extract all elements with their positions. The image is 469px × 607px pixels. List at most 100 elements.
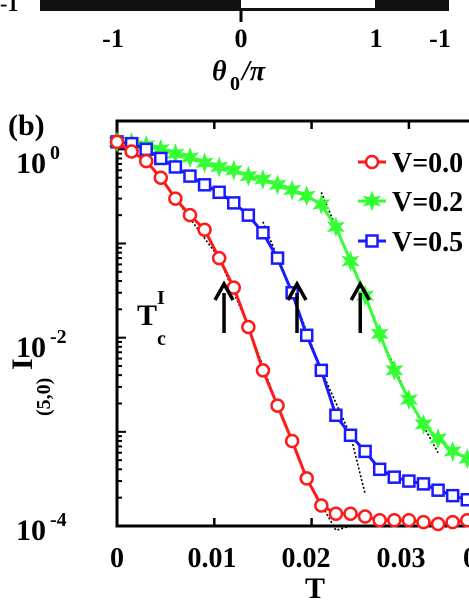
data-point (460, 493, 469, 507)
data-point (241, 208, 256, 222)
data-point (370, 323, 389, 345)
data-point (460, 513, 469, 528)
data-point (210, 156, 229, 178)
data-point (372, 462, 387, 477)
x-tick-label: 0.01 (188, 543, 237, 574)
data-point (430, 516, 446, 532)
data-point (445, 488, 460, 503)
svg-text:c: c (157, 328, 166, 350)
data-point (399, 389, 418, 411)
plot-frame (115, 119, 469, 528)
data-point (343, 506, 358, 521)
data-point (443, 440, 462, 462)
data-point (372, 513, 387, 528)
data-point (328, 506, 344, 521)
data-point (211, 250, 227, 266)
svg-text:0: 0 (50, 142, 60, 164)
data-point (329, 408, 343, 423)
data-point (256, 226, 270, 240)
data-point (312, 193, 331, 215)
legend-label: V=0.0 (392, 148, 463, 179)
x-axis-label: T (305, 572, 325, 605)
data-point (299, 328, 314, 343)
data-point (385, 359, 404, 381)
legend-marker (365, 234, 379, 248)
data-point (284, 433, 300, 449)
data-point (445, 514, 460, 530)
data-point (314, 363, 329, 378)
data-point (138, 153, 154, 169)
x-tick-label: 0.03 (377, 543, 426, 574)
arrow (213, 280, 235, 333)
legend-marker (364, 154, 380, 170)
data-point (109, 134, 125, 150)
svg-text:/π: /π (240, 56, 266, 87)
data-point (299, 471, 314, 486)
svg-text:-2: -2 (50, 326, 67, 348)
data-point (139, 142, 153, 157)
data-point (431, 483, 445, 497)
legend-marker (362, 190, 382, 212)
data-point (268, 174, 287, 196)
x-tick-label: 0 (110, 543, 124, 574)
data-point (387, 513, 402, 528)
data-point (416, 477, 431, 491)
data-point (416, 514, 431, 530)
legend-item: V=0.0 (358, 148, 463, 179)
data-point (227, 196, 241, 210)
data-point (168, 191, 183, 206)
x-tick-label: 0.02 (282, 543, 331, 574)
arrow-head (213, 280, 235, 301)
data-point (241, 319, 256, 335)
top-x-tick-label: 1 (370, 24, 383, 53)
data-point (197, 178, 212, 192)
svg-text:θ: θ (212, 56, 227, 87)
data-point (343, 428, 358, 442)
y-tick-label: 10 0 (16, 142, 60, 180)
data-point (458, 448, 469, 470)
svg-text:10: 10 (16, 331, 46, 364)
top-x-axis-label: θ 0 /π (212, 56, 266, 95)
legend-item: V=0.5 (358, 227, 463, 258)
svg-text:10: 10 (16, 147, 46, 180)
tc-annotation: T I c (137, 287, 166, 350)
top-plot-light-patch (241, 0, 375, 8)
arrow-head (286, 280, 308, 301)
data-point (197, 222, 212, 237)
data-point (270, 251, 285, 265)
legend-label: V=0.2 (392, 187, 463, 218)
data-point (212, 185, 226, 200)
legend-label: V=0.5 (392, 227, 463, 258)
x-tick-label: 0 (463, 543, 469, 574)
arrow (349, 280, 371, 333)
data-point (326, 216, 345, 238)
data-point (124, 144, 139, 159)
y-tick-label: 10 -4 (16, 509, 67, 547)
data-point (168, 160, 183, 174)
data-point (180, 147, 200, 168)
data-point (255, 363, 271, 378)
top-x-tick-label: -1 (102, 24, 124, 53)
y-axis-label: I (5,0) (6, 358, 55, 416)
svg-text:10: 10 (16, 514, 46, 547)
svg-text:(5,0): (5,0) (33, 378, 55, 416)
svg-text:I: I (6, 358, 39, 370)
top-x-tick-label: -1 (429, 24, 451, 53)
data-point (402, 474, 416, 488)
arrow (286, 280, 308, 333)
data-point (182, 207, 198, 223)
data-point (283, 179, 302, 201)
data-point (239, 165, 258, 187)
data-point (224, 159, 243, 181)
top-x-tick-label: 0 (235, 24, 248, 53)
data-point (183, 169, 197, 183)
data-point (341, 250, 360, 272)
legend: V=0.0 V=0.2 V=0.5 (358, 148, 463, 258)
data-point (357, 509, 373, 524)
top-panel-fragment: -1 -1 0 1 -1 θ 0 /π (0, 0, 451, 95)
arrow-head (349, 280, 371, 301)
svg-text:T: T (137, 299, 157, 332)
data-point (358, 444, 372, 459)
data-point (429, 428, 448, 449)
